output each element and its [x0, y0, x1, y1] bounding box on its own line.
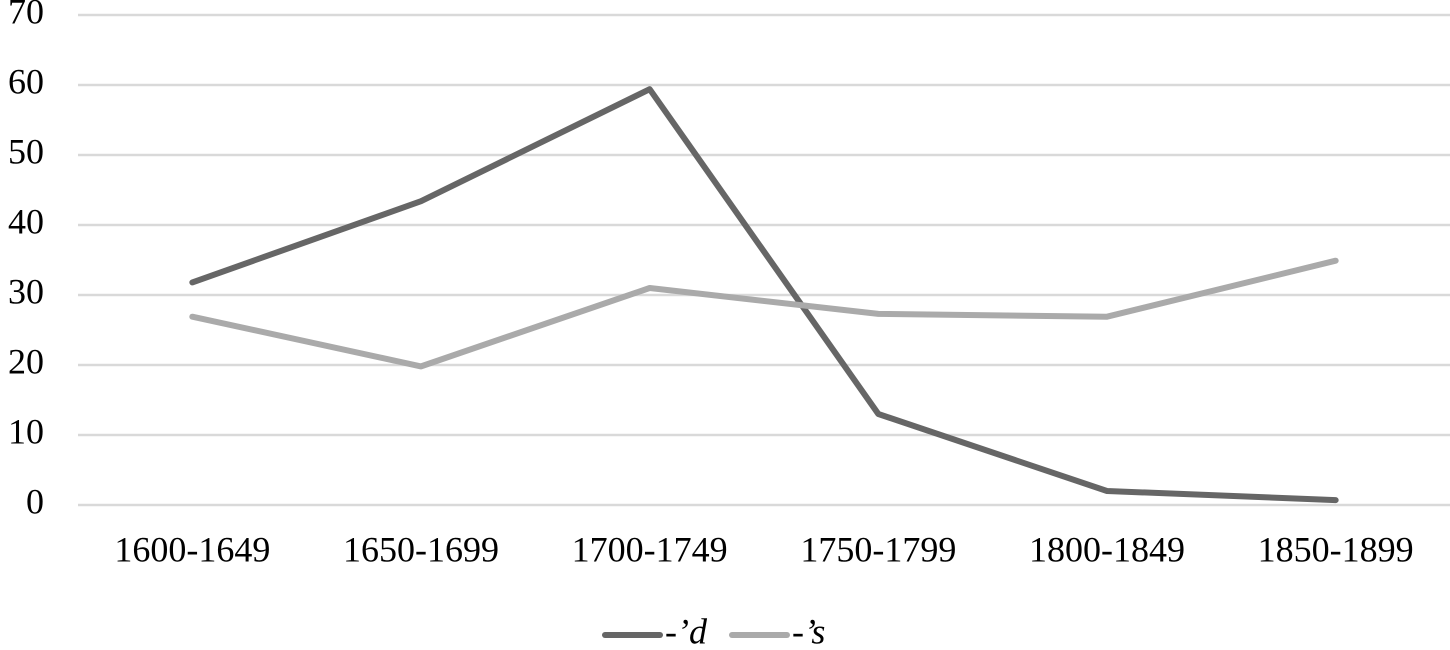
x-tick-label: 1850-1899 [1258, 529, 1414, 569]
legend-text: -’s [792, 611, 825, 650]
data-line [189, 257, 1339, 370]
x-tick-label: 1650-1699 [343, 529, 499, 569]
y-tick-label: 20 [8, 341, 44, 381]
y-tick-label: 60 [8, 61, 44, 101]
y-tick-label: 30 [8, 271, 44, 311]
y-tick-label: 10 [8, 411, 44, 451]
legend-text: -’d [665, 611, 708, 650]
data-line [189, 86, 1339, 504]
x-tick-label: 1600-1649 [114, 529, 270, 569]
x-tick-label: 1750-1799 [800, 529, 956, 569]
x-tick-label: 1700-1749 [572, 529, 728, 569]
y-tick-label: 0 [26, 481, 44, 521]
y-tick-label: 70 [8, 0, 44, 31]
x-tick-label: 1800-1849 [1029, 529, 1185, 569]
y-tick-label: 50 [8, 131, 44, 171]
y-tick-label: 40 [8, 201, 44, 241]
